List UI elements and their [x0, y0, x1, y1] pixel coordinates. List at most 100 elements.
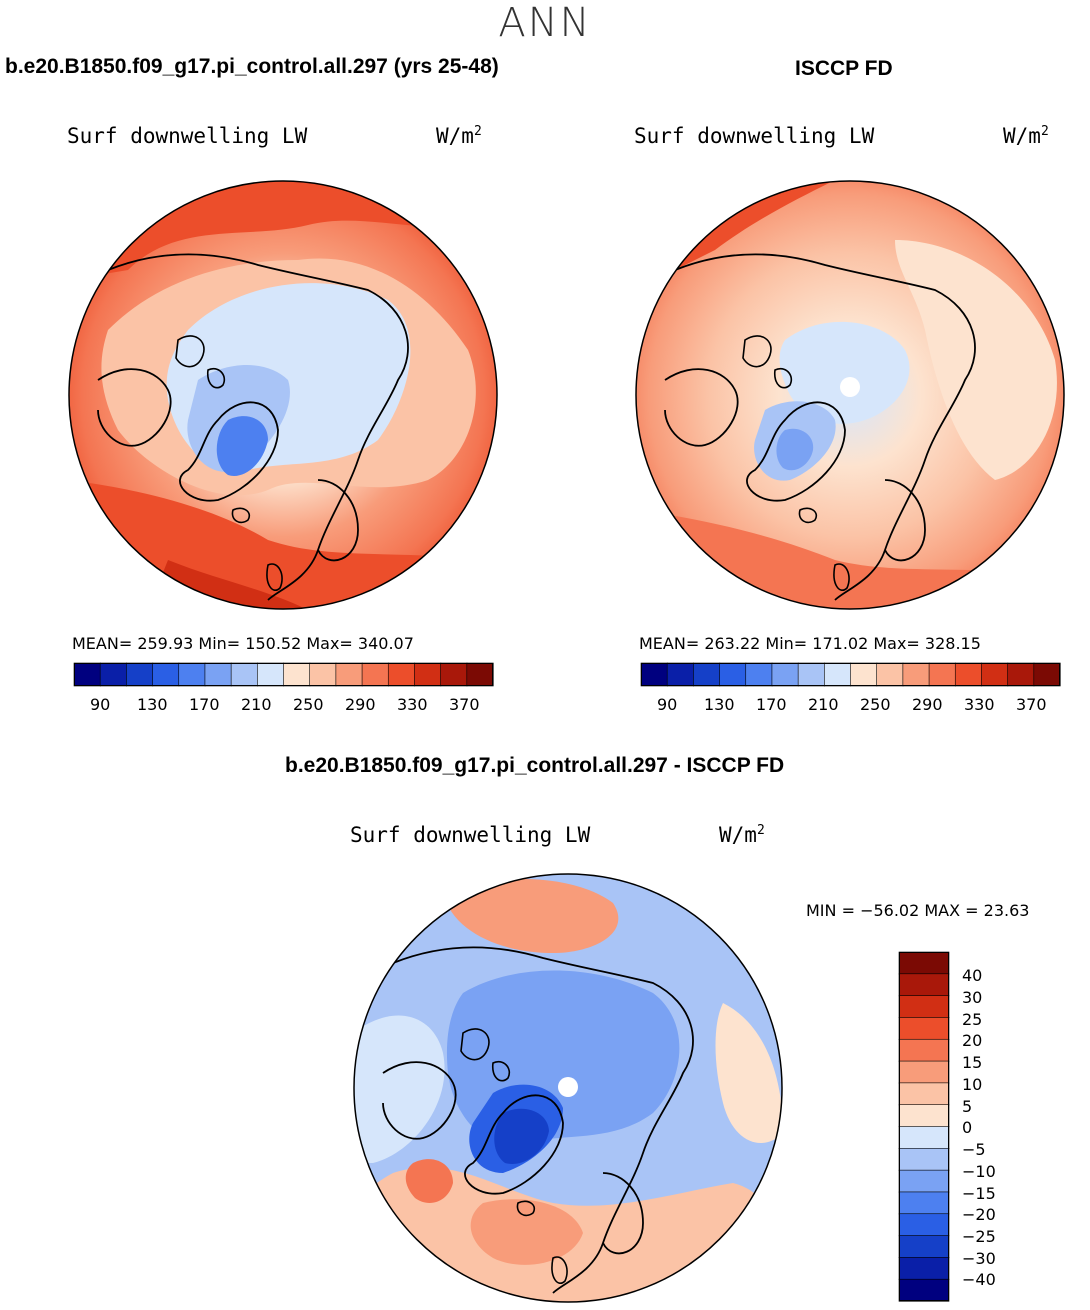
panel2-colorbar-swatch [954, 662, 983, 687]
panel2-colorbar-swatch [719, 662, 747, 687]
panel2-colorbar-tick: 290 [912, 695, 943, 714]
panel3-colorbar-swatch [898, 951, 950, 975]
panel3-colorbar [898, 951, 950, 1302]
panel2-colorbar-tick: 370 [1016, 695, 1047, 714]
panel1-colorbar-swatch [257, 662, 285, 687]
panel2-colorbar-swatch [850, 662, 878, 687]
panel2-colorbar-swatch [1007, 662, 1035, 687]
panel2-coastline-eurasia [674, 253, 976, 601]
panel3-coastline-scandinavia [602, 1172, 644, 1255]
panel1-colorbar-tick: 210 [241, 695, 272, 714]
panel2-colorbar-tick: 130 [704, 695, 735, 714]
panel2-coastline-uk [833, 563, 850, 591]
panel3-colorbar-swatch [898, 1235, 950, 1258]
panel3-field-warm-top [443, 879, 619, 953]
panel2-field-coldest [776, 428, 814, 471]
panel3-colorbar-tick: 15 [962, 1053, 983, 1072]
panel3-coastline-islands [460, 1028, 511, 1082]
panel3-colorbar-swatch [898, 1213, 950, 1237]
panel3-colorbar-swatch [898, 1038, 950, 1062]
panel2-colorbar-tick: 210 [808, 695, 839, 714]
panel1-map-border [68, 180, 498, 610]
panel2-field-cold [779, 321, 910, 424]
panel1-colorbar-tick: 290 [345, 695, 376, 714]
panel3-colorbar-tick: 25 [962, 1010, 983, 1029]
panel3-polar-map [353, 873, 783, 1303]
panel1-colorbar-swatch [204, 662, 232, 687]
panel1-colorbar-swatch [361, 662, 389, 687]
panel1-colorbar-tick: 250 [293, 695, 324, 714]
panel3-colorbar-swatch [898, 1278, 950, 1302]
panel1-colorbar-tick: 130 [137, 695, 168, 714]
panel2-map-border [635, 180, 1065, 610]
panel3-colorbar-swatch [898, 1257, 950, 1280]
panel3-colorbar-tick: −15 [962, 1184, 996, 1203]
panel3-map-border [353, 873, 783, 1303]
panel2-variable-label: Surf downwelling LW [634, 124, 875, 148]
panel1-colorbar [73, 662, 494, 687]
panel3-colorbar-swatch [898, 1104, 950, 1128]
panel1-colorbar-swatch [309, 662, 337, 687]
panel1-coastline-islands [175, 335, 226, 389]
panel1-colorbar-swatch [126, 662, 154, 687]
panel3-coastline-greenland [464, 1094, 564, 1195]
panel1-colorbar-swatch [230, 662, 258, 687]
panel1-colorbar-tick: 90 [90, 695, 111, 714]
panel1-colorbar-swatch [440, 662, 468, 687]
panel2-stats: MEAN= 263.22 Min= 171.02 Max= 328.15 [639, 634, 981, 653]
panel2-colorbar-tick: 250 [860, 695, 891, 714]
panel2-colorbar-swatch [640, 662, 668, 687]
panel3-colorbar-swatch [898, 1148, 950, 1171]
panel1-coastline-scandinavia [317, 479, 359, 562]
panel3-colorbar-tick: −30 [962, 1249, 996, 1268]
panel3-colorbar-tick: −40 [962, 1270, 996, 1289]
panel3-colorbar-tick: −20 [962, 1205, 996, 1224]
panel1-colorbar-tick: 170 [189, 695, 220, 714]
panel3-colorbar-swatch [898, 995, 950, 1019]
panel2-colorbar-swatch [693, 662, 721, 687]
panel3-field-coldest [494, 1108, 549, 1164]
panel2-coastline-scandinavia [884, 479, 926, 562]
panel3-field-pale-right [715, 1003, 782, 1143]
panel2-colorbar-swatch [981, 662, 1009, 687]
panel2-coastline-iceland [798, 507, 818, 524]
panel3-colorbar-swatch [898, 1082, 950, 1106]
panel3-colorbar-tick: 5 [962, 1097, 973, 1116]
panel3-min-max: MIN = −56.02 MAX = 23.63 [806, 901, 1030, 920]
panel2-title: ISCCP FD [795, 57, 893, 80]
panel2-colorbar-swatch [745, 662, 773, 687]
panel2-pole-hole [840, 377, 860, 397]
panel2-colorbar-tick: 330 [964, 695, 995, 714]
panel1-stats: MEAN= 259.93 Min= 150.52 Max= 340.07 [72, 634, 414, 653]
panel3-field-hot-bottom [470, 1199, 583, 1265]
panel3-pole-hole [558, 1077, 578, 1097]
panel1-title: b.e20.B1850.f09_g17.pi_control.all.297 (… [5, 55, 499, 78]
panel3-colorbar-swatch [898, 1191, 950, 1215]
panel1-variable-label: Surf downwelling LW [67, 124, 308, 148]
panel2-polar-map [635, 180, 1065, 610]
panel1-colorbar-swatch [283, 662, 311, 687]
panel1-colorbar-swatch [387, 662, 416, 687]
panel3-coastline-iceland [516, 1200, 536, 1217]
panel1-colorbar-swatch [99, 662, 127, 687]
panel1-field-coldest [216, 416, 268, 476]
panel1-coastline-eurasia [107, 253, 409, 601]
panel3-coastline-canada [382, 1061, 457, 1140]
panel3-variable-label: Surf downwelling LW [350, 823, 591, 847]
panel3-colorbar-tick: 0 [962, 1118, 973, 1137]
panel1-coastline-canada [97, 368, 172, 447]
panel2-coastline-islands [742, 335, 793, 389]
panel1-units-label: W/m2 [436, 124, 482, 148]
panel3-colorbar-tick: 30 [962, 988, 983, 1007]
panel3-title: b.e20.B1850.f09_g17.pi_control.all.297 -… [285, 754, 785, 777]
panel3-colorbar-tick: −10 [962, 1162, 996, 1181]
panel3-field-hot-left [405, 1159, 453, 1203]
panel3-colorbar-tick: 20 [962, 1031, 983, 1050]
panel3-colorbar-swatch [898, 1017, 950, 1040]
panel2-colorbar-swatch [876, 662, 904, 687]
panel2-colorbar-swatch [928, 662, 956, 687]
panel2-colorbar [640, 662, 1061, 687]
panel1-colorbar-swatch [152, 662, 180, 687]
panel2-colorbar-tick: 90 [657, 695, 678, 714]
panel2-colorbar-swatch [902, 662, 930, 687]
